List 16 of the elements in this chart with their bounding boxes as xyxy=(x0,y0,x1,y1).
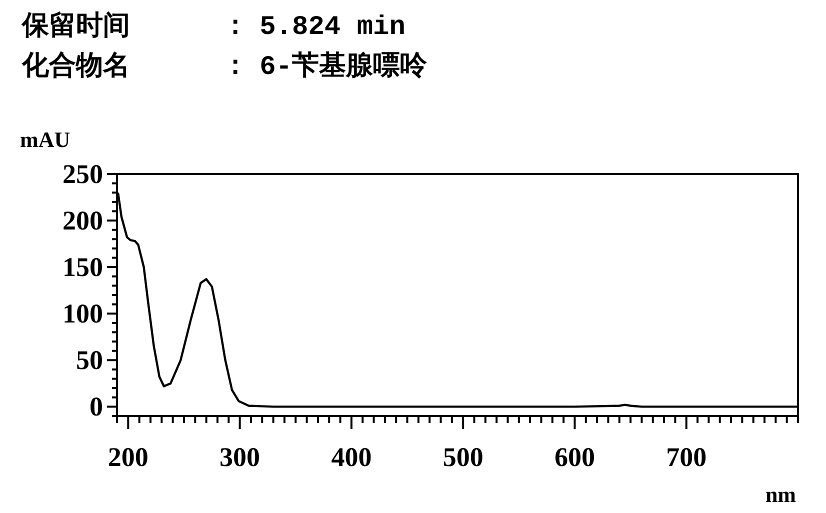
x-tick-label: 200 xyxy=(108,442,148,472)
x-tick-label: 300 xyxy=(220,442,260,472)
x-tick-label: 700 xyxy=(666,442,707,472)
y-axis-title: mAU xyxy=(20,127,70,152)
chart-title: 保留时间 : 5.824 min xyxy=(21,11,406,43)
y-tick-label: 150 xyxy=(62,252,103,282)
x-axis-title: nm xyxy=(765,482,796,507)
y-tick-label: 100 xyxy=(62,298,103,329)
x-tick-label: 500 xyxy=(442,442,484,472)
chart-subtitle: 化合物名 : 6-苄基腺嘌呤 xyxy=(21,51,428,83)
y-tick-label: 250 xyxy=(62,159,103,189)
x-tick-label: 600 xyxy=(554,442,595,472)
y-tick-label: 50 xyxy=(76,345,103,376)
y-tick-label: 0 xyxy=(90,392,103,422)
x-tick-label: 400 xyxy=(331,442,372,472)
y-tick-label: 200 xyxy=(62,206,103,236)
